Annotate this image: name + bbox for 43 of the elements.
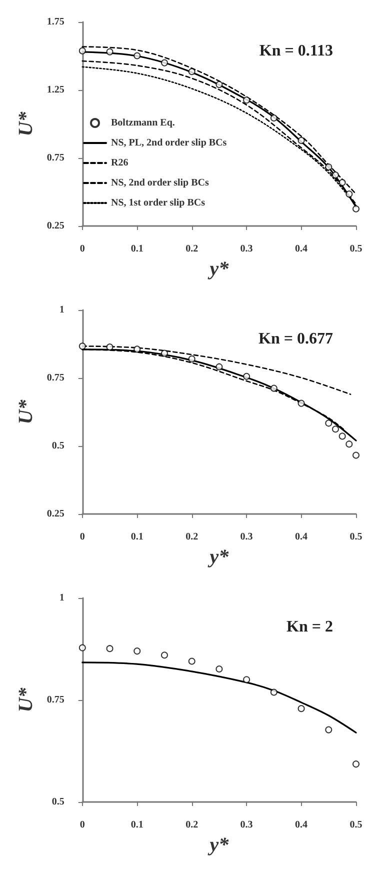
x-tick-label: 0.2	[186, 532, 198, 542]
text: Kn = 0.677	[258, 330, 334, 348]
x-tick-label: 0.4	[295, 244, 308, 254]
legend-label: NS, 1st order slip BCs	[111, 198, 206, 208]
y-tick-label: 1.75	[46, 16, 64, 28]
y-tick-label: 1	[59, 304, 64, 316]
x-axis-title: y*	[208, 546, 230, 568]
y-tick-label: 1	[59, 592, 64, 604]
x-tick-label: 0.5	[350, 244, 362, 254]
y-tick-label: 0.75	[46, 152, 64, 164]
x-tick-label: 0.1	[130, 244, 144, 254]
legend-label: NS, PL, 2nd order slip BCs	[111, 138, 227, 148]
text: Kn = 0.113	[259, 42, 333, 60]
x-tick-label: 0.5	[350, 820, 362, 830]
x-tick-label: 0	[80, 532, 85, 542]
y-axis-title: U*	[15, 398, 37, 424]
x-tick-label: 0.1	[130, 820, 144, 830]
text: Kn = 2	[286, 618, 334, 636]
legend-label: Boltzmann Eq.	[111, 118, 176, 128]
x-tick-label: 0.2	[186, 244, 198, 254]
y-tick-label: 0.5	[52, 796, 64, 808]
y-tick-label: 1.25	[46, 84, 64, 96]
y-tick-label: 0.25	[46, 508, 64, 520]
x-tick-label: 0.2	[186, 820, 198, 830]
y-tick-label: 0.75	[46, 694, 64, 706]
x-tick-label: 0	[80, 244, 85, 254]
y-axis-title: U*	[15, 686, 37, 712]
x-tick-label: 0.3	[240, 244, 253, 254]
x-tick-label: 0.4	[295, 820, 308, 830]
y-tick-label: 0.25	[46, 220, 64, 232]
y-tick-label: 0.75	[46, 372, 64, 384]
x-tick-label: 0.3	[240, 532, 253, 542]
y-tick-label: 0.5	[52, 440, 64, 452]
x-tick-label: 0.5	[350, 532, 362, 542]
x-axis-title: y*	[208, 834, 230, 856]
x-axis-title: y*	[208, 258, 230, 280]
x-tick-label: 0	[80, 820, 85, 830]
x-tick-label: 0.3	[240, 820, 253, 830]
y-axis-title: U*	[15, 110, 37, 136]
x-tick-label: 0.1	[130, 532, 144, 542]
legend-label: R26	[111, 158, 128, 168]
x-tick-label: 0.4	[295, 532, 308, 542]
legend-label: NS, 2nd order slip BCs	[111, 178, 210, 188]
